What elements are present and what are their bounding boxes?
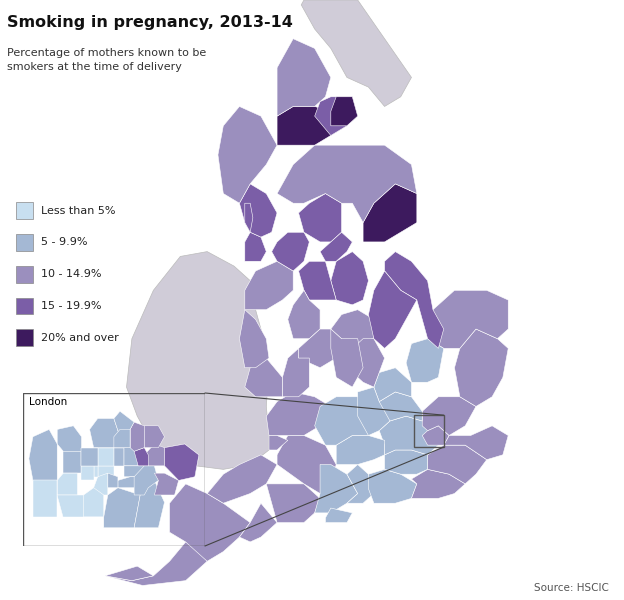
Polygon shape: [82, 448, 98, 466]
Polygon shape: [57, 495, 84, 517]
Polygon shape: [57, 426, 82, 451]
Polygon shape: [134, 466, 158, 495]
Polygon shape: [144, 426, 165, 448]
Polygon shape: [104, 488, 140, 528]
Text: 15 - 19.9%: 15 - 19.9%: [41, 301, 102, 311]
Polygon shape: [277, 39, 331, 116]
Polygon shape: [444, 426, 508, 460]
Polygon shape: [114, 411, 134, 448]
Text: Percentage of mothers known to be
smokers at the time of delivery: Percentage of mothers known to be smoker…: [7, 48, 207, 72]
Polygon shape: [170, 484, 250, 561]
Text: 5 - 9.9%: 5 - 9.9%: [41, 238, 88, 247]
Polygon shape: [105, 542, 207, 586]
Polygon shape: [165, 444, 199, 477]
Polygon shape: [341, 334, 384, 387]
Polygon shape: [245, 232, 266, 261]
Polygon shape: [124, 444, 138, 466]
Polygon shape: [277, 106, 347, 145]
Polygon shape: [63, 451, 82, 473]
Polygon shape: [427, 445, 487, 484]
Polygon shape: [98, 466, 114, 477]
Polygon shape: [165, 444, 199, 481]
Polygon shape: [266, 392, 331, 436]
Polygon shape: [94, 466, 98, 477]
Text: Source: HSCIC: Source: HSCIC: [534, 583, 608, 593]
Polygon shape: [84, 488, 104, 517]
Polygon shape: [283, 349, 310, 397]
Polygon shape: [130, 422, 144, 451]
Polygon shape: [336, 436, 384, 464]
Polygon shape: [314, 97, 358, 136]
Polygon shape: [82, 466, 94, 481]
Polygon shape: [363, 184, 417, 242]
Polygon shape: [314, 397, 379, 445]
Polygon shape: [411, 469, 466, 499]
Polygon shape: [288, 290, 320, 339]
Polygon shape: [331, 251, 368, 305]
Polygon shape: [331, 329, 363, 387]
Polygon shape: [347, 464, 374, 503]
Polygon shape: [358, 387, 390, 436]
Polygon shape: [331, 97, 358, 126]
Text: London: London: [29, 397, 67, 407]
Polygon shape: [245, 261, 293, 310]
Polygon shape: [134, 448, 149, 466]
Polygon shape: [384, 450, 427, 474]
Polygon shape: [94, 473, 108, 495]
Polygon shape: [298, 329, 341, 368]
Polygon shape: [144, 444, 165, 466]
Polygon shape: [124, 466, 149, 477]
Polygon shape: [114, 430, 130, 448]
Polygon shape: [271, 232, 310, 271]
Polygon shape: [277, 145, 417, 223]
Polygon shape: [314, 464, 358, 513]
Polygon shape: [320, 232, 353, 261]
Polygon shape: [57, 473, 77, 495]
Polygon shape: [114, 448, 124, 466]
Text: 10 - 14.9%: 10 - 14.9%: [41, 269, 102, 279]
Polygon shape: [269, 436, 288, 450]
Polygon shape: [33, 481, 57, 517]
Polygon shape: [298, 261, 336, 300]
Polygon shape: [240, 184, 277, 237]
Polygon shape: [245, 358, 283, 397]
Text: Less than 5%: Less than 5%: [41, 206, 115, 215]
Polygon shape: [427, 290, 508, 349]
Polygon shape: [301, 0, 411, 106]
Polygon shape: [240, 310, 269, 368]
Polygon shape: [105, 566, 154, 581]
Polygon shape: [98, 448, 114, 466]
Polygon shape: [384, 251, 444, 349]
Polygon shape: [379, 392, 422, 421]
Bar: [414, 415, 444, 447]
Polygon shape: [118, 477, 144, 488]
Polygon shape: [108, 473, 118, 488]
Polygon shape: [406, 339, 444, 382]
Polygon shape: [154, 473, 178, 495]
Text: Smoking in pregnancy, 2013-14: Smoking in pregnancy, 2013-14: [7, 15, 293, 30]
Polygon shape: [422, 426, 449, 445]
Polygon shape: [298, 194, 341, 242]
Polygon shape: [326, 508, 353, 523]
Polygon shape: [218, 106, 277, 203]
Polygon shape: [368, 469, 417, 503]
Polygon shape: [277, 436, 336, 494]
Polygon shape: [331, 310, 374, 349]
Polygon shape: [207, 455, 277, 503]
Polygon shape: [374, 368, 411, 401]
Polygon shape: [29, 430, 57, 481]
Polygon shape: [454, 329, 508, 406]
Polygon shape: [368, 271, 417, 349]
Polygon shape: [422, 397, 476, 436]
Polygon shape: [379, 416, 438, 455]
Polygon shape: [90, 419, 120, 448]
Polygon shape: [127, 251, 269, 469]
Polygon shape: [134, 481, 165, 528]
Text: 20% and over: 20% and over: [41, 333, 119, 343]
Polygon shape: [266, 484, 320, 523]
Polygon shape: [240, 503, 277, 542]
Polygon shape: [245, 203, 253, 232]
